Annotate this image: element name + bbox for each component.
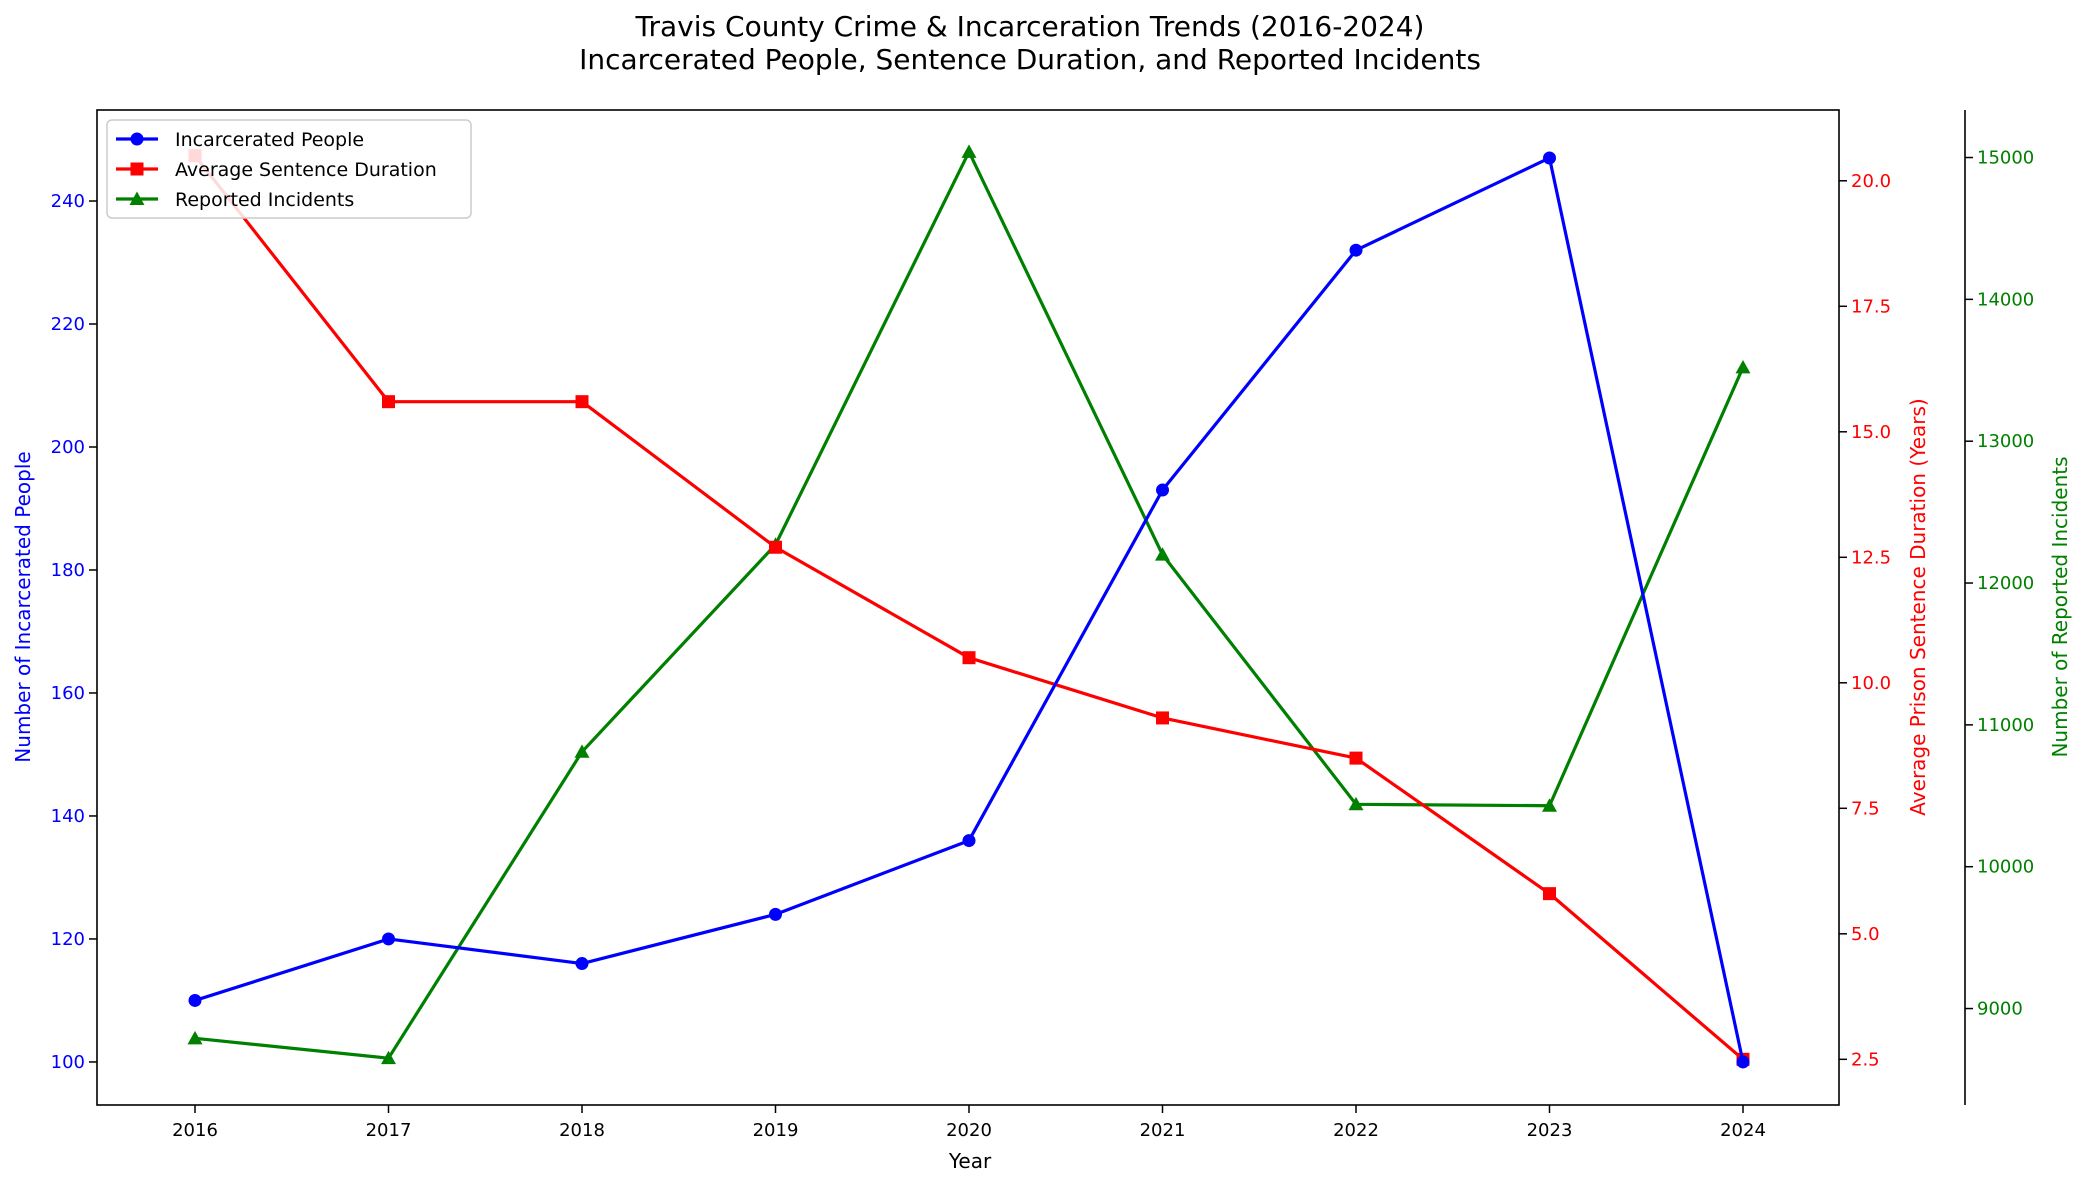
right-y-axis: 2.5 5.0 7.5 10.0 12.5 15.0 17.5 20.0 xyxy=(1839,171,1891,1070)
y-tick-label: 200 xyxy=(51,437,85,458)
data-point xyxy=(1543,151,1556,165)
x-tick-label: 2022 xyxy=(1333,1120,1379,1141)
plot-frame xyxy=(96,109,1840,1106)
data-point xyxy=(574,744,590,758)
data-point xyxy=(382,932,395,946)
data-point xyxy=(962,834,976,848)
data-point xyxy=(187,1030,203,1045)
y-tick-label: 11000 xyxy=(1977,715,2034,736)
x-tick-label: 2021 xyxy=(1140,1120,1186,1141)
y-tick-label: 13000 xyxy=(1977,431,2034,452)
data-point xyxy=(188,993,202,1007)
legend-label: Reported Incidents xyxy=(175,189,354,211)
x-tick-label: 2024 xyxy=(1720,1120,1766,1141)
y-tick-label: 120 xyxy=(51,929,85,950)
data-point xyxy=(1736,1055,1750,1069)
data-point xyxy=(961,144,977,158)
legend-label: Incarcerated People xyxy=(175,129,364,151)
y-tick-label: 180 xyxy=(51,560,85,581)
legend: Incarcerated People Average Sentence Dura… xyxy=(106,119,472,219)
x-tick-label: 2019 xyxy=(753,1120,799,1141)
y-tick-label: 20.0 xyxy=(1851,171,1891,192)
data-point xyxy=(1156,711,1169,725)
y-tick-label: 2.5 xyxy=(1851,1049,1880,1070)
data-point xyxy=(1349,751,1363,765)
chart-title: Travis County Crime & Incarceration Tren… xyxy=(635,10,1425,43)
legend-marker xyxy=(130,132,144,146)
y-tick-label: 10000 xyxy=(1977,857,2034,878)
data-point xyxy=(382,395,395,409)
y-tick-label: 12000 xyxy=(1977,573,2034,594)
legend-marker xyxy=(130,162,144,176)
data-point xyxy=(769,907,782,921)
data-point xyxy=(1735,359,1751,374)
far-right-y-axis: 9000 10000 11000 12000 13000 14000 15000 xyxy=(1965,148,2034,1020)
y-tick-label: 17.5 xyxy=(1851,296,1891,317)
y-tick-label: 9000 xyxy=(1977,999,2023,1020)
data-point xyxy=(1156,483,1169,497)
data-point xyxy=(575,395,589,409)
y-tick-label: 220 xyxy=(51,314,85,335)
data-point xyxy=(1542,798,1557,812)
x-axis-label: Year xyxy=(948,1149,992,1173)
y-tick-label: 15000 xyxy=(1977,148,2034,169)
x-axis: 2016 2017 2018 2019 2020 2021 2022 2023 2024 xyxy=(172,1105,1766,1141)
series-incarcerated-people xyxy=(188,151,1750,1069)
legend-label: Average Sentence Duration xyxy=(175,159,437,181)
series-layer xyxy=(187,144,1751,1069)
far-right-axis-label: Number of Reported Incidents xyxy=(2048,456,2072,757)
data-point xyxy=(381,1050,396,1065)
data-point xyxy=(1155,547,1170,561)
y-tick-label: 140 xyxy=(51,806,85,827)
data-point xyxy=(1348,796,1364,811)
data-point xyxy=(575,957,589,971)
y-tick-label: 10.0 xyxy=(1851,673,1891,694)
y-tick-label: 100 xyxy=(51,1052,85,1073)
x-tick-label: 2020 xyxy=(946,1120,992,1141)
y-tick-label: 5.0 xyxy=(1851,924,1880,945)
data-point xyxy=(962,651,976,665)
y-tick-label: 14000 xyxy=(1977,289,2034,310)
legend-box xyxy=(106,119,472,219)
y-tick-label: 15.0 xyxy=(1851,422,1891,443)
chart-subtitle: Incarcerated People, Sentence Duration, … xyxy=(579,43,1481,76)
series-reported-incidents xyxy=(187,144,1751,1065)
left-y-axis: 100 120 140 160 180 200 220 240 xyxy=(51,191,97,1073)
legend-marker xyxy=(129,191,145,205)
data-point xyxy=(769,540,782,554)
right-axis-label: Average Prison Sentence Duration (Years) xyxy=(1906,398,1930,815)
x-tick-label: 2017 xyxy=(366,1120,412,1141)
data-point xyxy=(1349,243,1363,257)
x-tick-label: 2018 xyxy=(559,1120,605,1141)
y-tick-label: 12.5 xyxy=(1851,547,1891,568)
data-point xyxy=(1543,887,1556,901)
x-tick-label: 2016 xyxy=(172,1120,218,1141)
left-axis-label: Number of Incarcerated People xyxy=(11,451,35,762)
x-tick-label: 2023 xyxy=(1527,1120,1573,1141)
y-tick-label: 160 xyxy=(51,683,85,704)
y-tick-label: 240 xyxy=(51,191,85,212)
y-tick-label: 7.5 xyxy=(1851,798,1880,819)
